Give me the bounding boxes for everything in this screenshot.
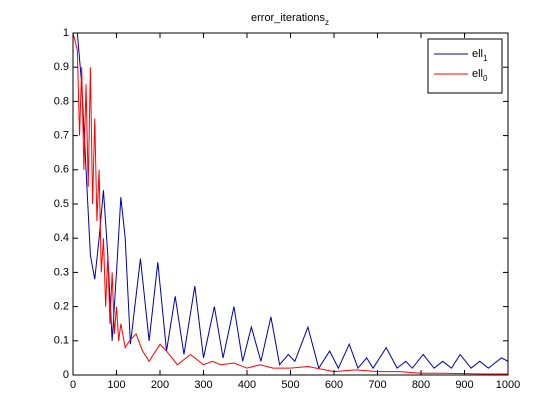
x-tick-label: 300	[194, 379, 212, 391]
y-tick-label: 0.7	[54, 130, 69, 142]
legend-label: ell0	[472, 68, 488, 83]
y-tick-label: 0.2	[54, 301, 69, 313]
legend-label: ell1	[472, 48, 488, 63]
x-tick-label: 800	[412, 379, 430, 391]
y-tick-label: 0.8	[54, 95, 69, 107]
x-tick-label: 100	[107, 379, 125, 391]
chart-title: error_iterationsz	[251, 12, 329, 27]
y-tick-label: 0.1	[54, 335, 69, 347]
legend-sub: 0	[483, 74, 488, 83]
x-tick-label: 200	[151, 379, 169, 391]
title-sub: z	[325, 18, 329, 27]
x-tick-label: 1000	[496, 379, 520, 391]
y-tick-label: 1	[63, 27, 69, 39]
title-main: error_iterations	[251, 12, 325, 24]
y-tick-label: 0.6	[54, 164, 69, 176]
y-tick-label: 0.4	[54, 232, 69, 244]
legend-name: ell	[472, 68, 483, 80]
x-tick-label: 600	[325, 379, 343, 391]
x-tick-label: 0	[70, 379, 76, 391]
y-tick-label: 0.3	[54, 266, 69, 278]
y-tick-label: 0.5	[54, 198, 69, 210]
data-line	[73, 33, 508, 370]
y-tick-label: 0.9	[54, 61, 69, 73]
legend-name: ell	[472, 48, 483, 60]
legend-sub: 1	[483, 54, 488, 63]
x-tick-label: 500	[281, 379, 299, 391]
y-tick-label: 0	[63, 369, 69, 381]
x-tick-label: 900	[455, 379, 473, 391]
x-tick-label: 400	[238, 379, 256, 391]
x-tick-label: 700	[368, 379, 386, 391]
legend-box	[427, 38, 503, 94]
